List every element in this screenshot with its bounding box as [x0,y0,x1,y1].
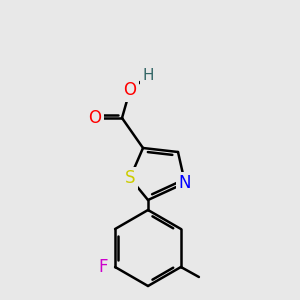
Text: O: O [88,109,101,127]
Text: N: N [179,174,191,192]
Text: H: H [142,68,154,83]
Text: F: F [98,258,108,276]
Text: O: O [124,81,136,99]
Text: S: S [125,169,135,187]
